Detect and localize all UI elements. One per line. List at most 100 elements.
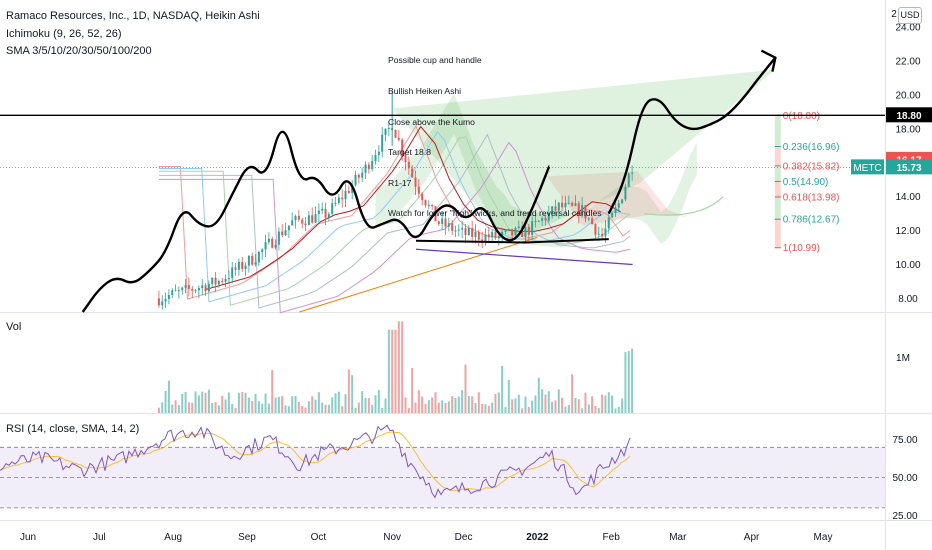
candle-body bbox=[557, 202, 560, 211]
volume-bar bbox=[457, 396, 460, 413]
candle-body bbox=[424, 200, 427, 206]
sma-legend[interactable]: SMA 3/5/10/20/30/50/100/200 bbox=[6, 45, 152, 57]
cup-base-line bbox=[415, 238, 609, 244]
volume-bar bbox=[521, 408, 524, 413]
candle-body bbox=[204, 285, 207, 292]
sma200-line bbox=[415, 248, 633, 266]
volume-bar bbox=[361, 391, 364, 413]
price-badge-label: 15.73 bbox=[896, 163, 921, 174]
volume-bar bbox=[444, 402, 447, 413]
annotation-line: R1-17 bbox=[388, 177, 412, 188]
ichimoku-legend[interactable]: Ichimoku (9, 26, 52, 26) bbox=[6, 28, 122, 40]
volume-bar bbox=[627, 351, 630, 413]
rsi-label[interactable]: RSI (14, close, SMA, 14, 2) bbox=[6, 423, 140, 435]
candle-body bbox=[307, 215, 310, 226]
price-badge-label: 18.80 bbox=[896, 111, 921, 122]
time-tick-label: Feb bbox=[603, 532, 621, 543]
volume-bar bbox=[297, 401, 300, 413]
candle-body bbox=[361, 172, 364, 178]
volume-bar bbox=[424, 403, 427, 413]
volume-bar bbox=[234, 408, 237, 413]
volume-bar bbox=[397, 321, 400, 413]
candle-body bbox=[574, 203, 577, 206]
candle-body bbox=[441, 218, 444, 224]
volume-bar bbox=[207, 389, 210, 413]
candle-body bbox=[427, 204, 430, 206]
candle-body bbox=[601, 233, 604, 237]
volume-bar bbox=[427, 400, 430, 413]
volume-pane[interactable] bbox=[157, 321, 634, 413]
time-tick-label: Dec bbox=[455, 532, 473, 543]
candle-body bbox=[451, 223, 454, 231]
volume-bar bbox=[591, 396, 594, 413]
volume-bar bbox=[514, 398, 517, 413]
candle-body bbox=[554, 206, 557, 211]
volume-bar bbox=[601, 394, 604, 413]
volume-bar bbox=[334, 393, 337, 413]
price-tick-label: 8.00 bbox=[898, 294, 918, 305]
volume-bar bbox=[217, 405, 220, 413]
volume-bar bbox=[434, 392, 437, 413]
candle-body bbox=[517, 226, 520, 228]
symbol-title[interactable]: Ramaco Resources, Inc., 1D, NASDAQ, Heik… bbox=[6, 10, 260, 22]
candle-body bbox=[227, 278, 230, 280]
volume-bar bbox=[464, 364, 467, 413]
sma100-line bbox=[299, 236, 538, 313]
projection-wedge bbox=[392, 69, 776, 243]
candle-body bbox=[551, 206, 554, 213]
cup-drawing bbox=[81, 130, 551, 313]
volume-bar bbox=[557, 389, 560, 413]
volume-bar bbox=[401, 321, 404, 413]
volume-bar bbox=[574, 398, 577, 413]
candle-body bbox=[617, 203, 620, 208]
sma-line bbox=[158, 141, 631, 314]
candle-body bbox=[221, 280, 224, 282]
volume-bar bbox=[454, 397, 457, 413]
candle-body bbox=[431, 204, 434, 207]
annotation-line: Bullish Heiken Ashi bbox=[388, 86, 462, 97]
rsi-tick-label: 75.00 bbox=[892, 435, 917, 446]
fib-zone bbox=[774, 181, 781, 198]
candle-body bbox=[314, 214, 317, 223]
volume-bar bbox=[437, 402, 440, 413]
price-tick-label: 12.00 bbox=[895, 226, 920, 237]
candle-body bbox=[167, 295, 170, 299]
time-tick-label: 2022 bbox=[526, 532, 549, 543]
candle-body bbox=[461, 228, 464, 230]
annotation-line: Watch for lower "high" wicks, and trend … bbox=[388, 208, 602, 219]
volume-bar bbox=[197, 395, 200, 413]
candle-body bbox=[267, 238, 270, 243]
rsi-pane[interactable] bbox=[0, 424, 885, 509]
symbol-badge-label: METC bbox=[853, 163, 881, 174]
sma-line bbox=[158, 124, 631, 300]
volume-bar bbox=[257, 401, 260, 413]
candle-body bbox=[624, 186, 627, 200]
candle-body bbox=[334, 202, 337, 204]
candle-body bbox=[474, 231, 477, 238]
volume-bar bbox=[471, 396, 474, 413]
candle-body bbox=[247, 256, 250, 266]
currency-button[interactable]: USD bbox=[898, 7, 922, 24]
candle-body bbox=[611, 213, 614, 218]
price-pane[interactable]: 0(18.80) 0.236(16.96) 0.382(15.82) 0.5(14.9… bbox=[0, 49, 885, 314]
candle-body bbox=[161, 301, 164, 306]
candle-body bbox=[421, 193, 424, 201]
volume-bar bbox=[274, 397, 277, 413]
fib-level-label: 0.618(13.98) bbox=[783, 193, 840, 204]
volume-bar bbox=[507, 380, 510, 413]
volume-bar bbox=[184, 391, 187, 413]
annotation-line: Target 18.8 bbox=[388, 147, 431, 158]
candle-body bbox=[384, 128, 387, 135]
volume-bar bbox=[367, 398, 370, 413]
time-tick-label: Oct bbox=[311, 532, 327, 543]
volume-bar bbox=[304, 407, 307, 413]
volume-bar bbox=[364, 397, 367, 413]
candle-body bbox=[211, 277, 214, 285]
volume-bar bbox=[247, 397, 250, 413]
candle-body bbox=[407, 162, 410, 169]
candle-body bbox=[257, 251, 260, 263]
fib-level-label: 0.236(16.96) bbox=[783, 142, 840, 153]
candle-body bbox=[594, 224, 597, 235]
sma-line bbox=[158, 130, 631, 303]
